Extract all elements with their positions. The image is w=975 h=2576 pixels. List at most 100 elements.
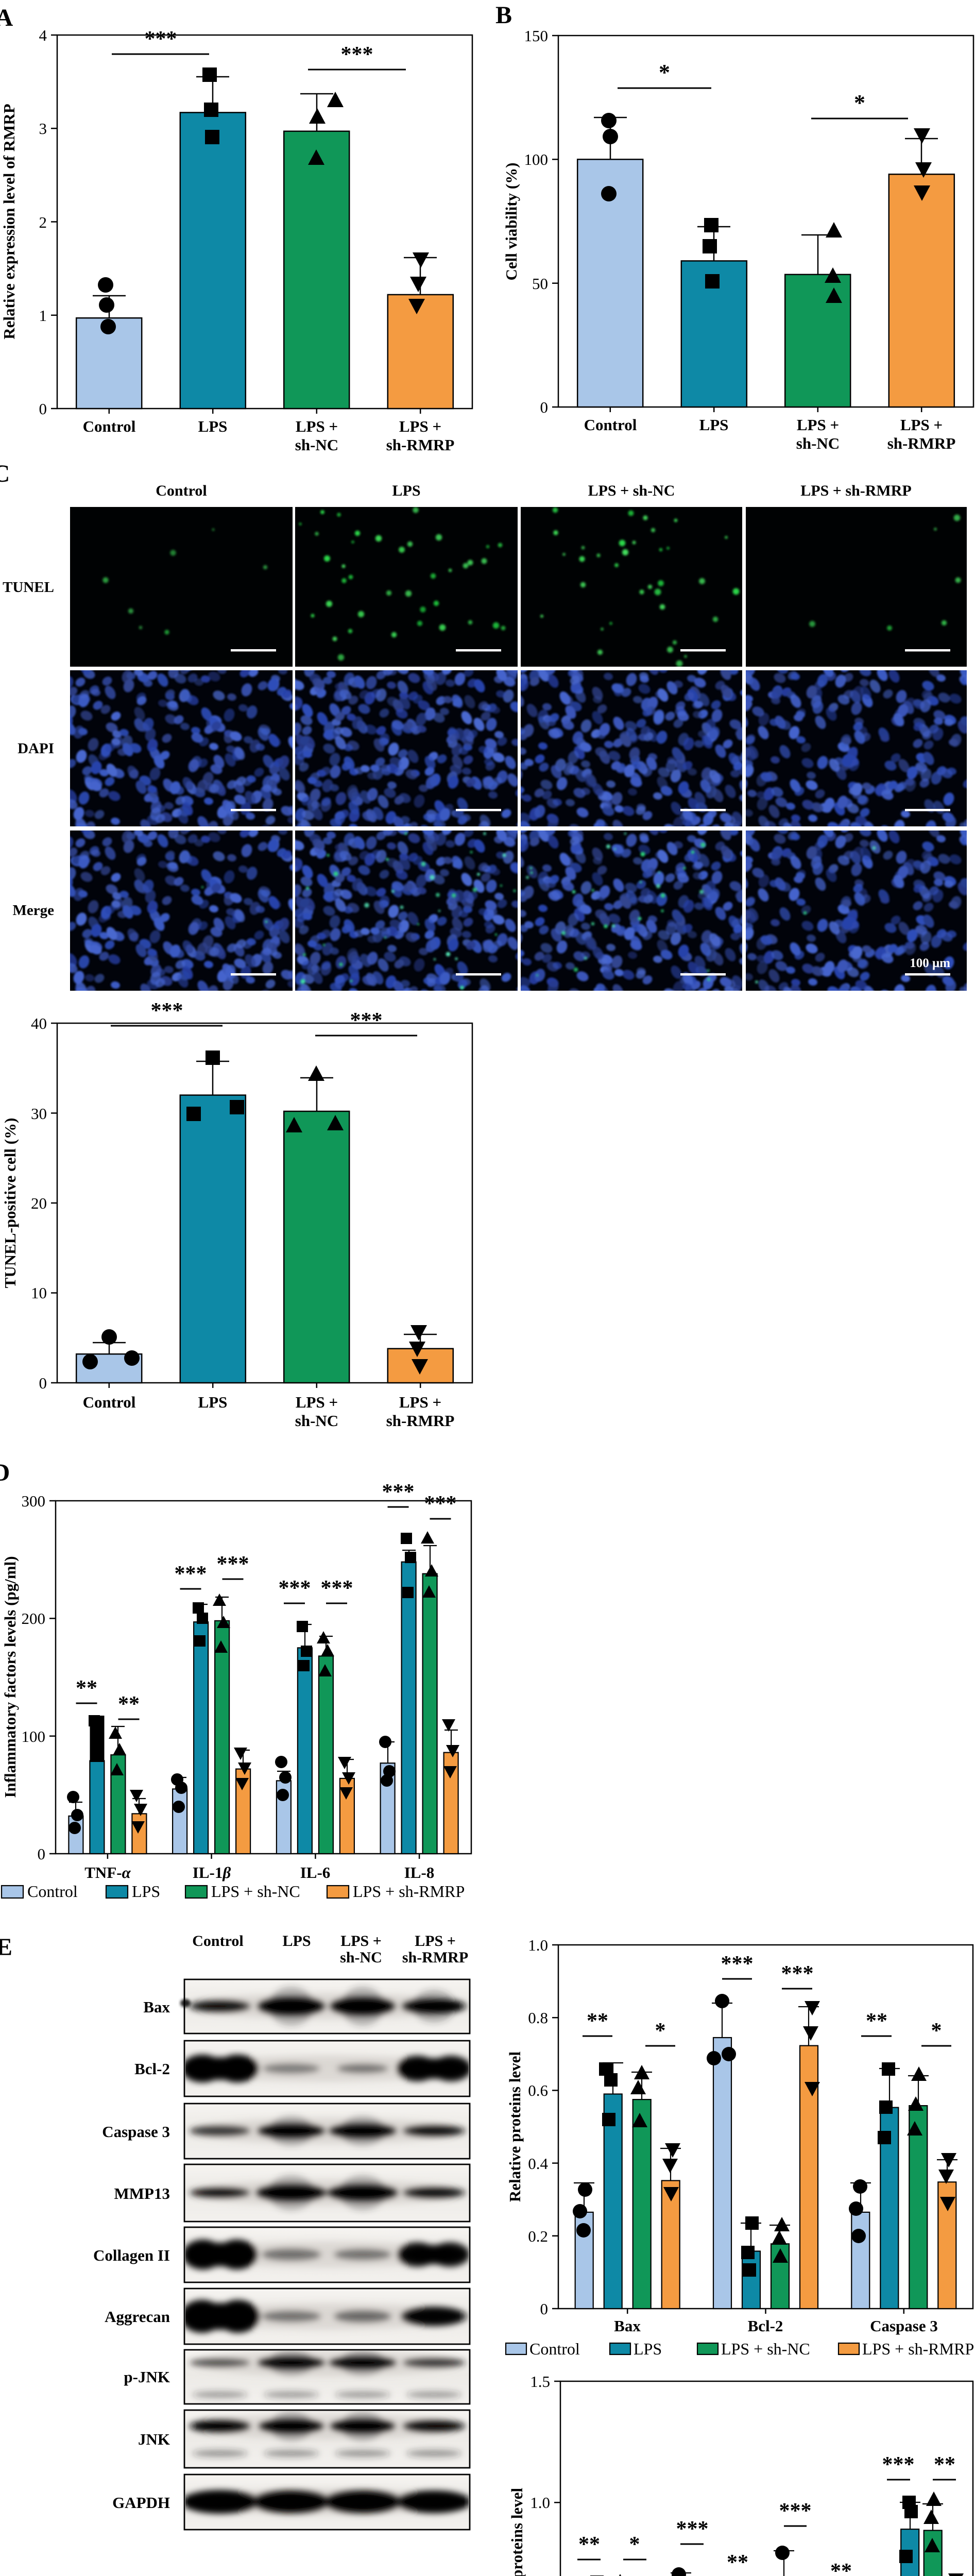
- svg-text:sh-RMRP: sh-RMRP: [402, 1949, 468, 1966]
- svg-text:100: 100: [22, 1727, 46, 1745]
- svg-text:LPS + sh-RMRP: LPS + sh-RMRP: [800, 482, 911, 499]
- svg-text:Merge: Merge: [13, 902, 55, 919]
- svg-text:1.0: 1.0: [528, 1936, 548, 1954]
- svg-text:***: ***: [321, 1577, 353, 1600]
- svg-text:LPS +: LPS +: [340, 1933, 382, 1950]
- svg-text:***: ***: [217, 1552, 249, 1576]
- svg-text:***: ***: [175, 1562, 207, 1586]
- svg-text:***: ***: [779, 2499, 812, 2523]
- svg-text:A: A: [0, 4, 13, 31]
- svg-text:0: 0: [39, 400, 47, 418]
- svg-text:1.5: 1.5: [530, 2372, 550, 2391]
- svg-text:sh-NC: sh-NC: [295, 436, 338, 454]
- svg-text:0: 0: [38, 1845, 46, 1863]
- svg-text:TUNEL-positive cell (%): TUNEL-positive cell (%): [1, 1118, 19, 1289]
- svg-text:1.0: 1.0: [530, 2494, 550, 2512]
- svg-text:3: 3: [39, 120, 47, 138]
- svg-text:40: 40: [31, 1014, 47, 1032]
- svg-text:0: 0: [540, 398, 549, 416]
- svg-text:20: 20: [31, 1194, 47, 1212]
- svg-text:*: *: [931, 2019, 942, 2043]
- svg-text:LPS +: LPS +: [399, 417, 441, 435]
- svg-text:Bax: Bax: [143, 1998, 170, 2016]
- svg-text:300: 300: [22, 1492, 46, 1510]
- svg-text:***: ***: [279, 1577, 311, 1600]
- svg-text:LPS +: LPS +: [296, 417, 338, 435]
- svg-text:**: **: [934, 2453, 955, 2477]
- svg-text:Control: Control: [584, 416, 637, 434]
- svg-text:Relative expression level of R: Relative expression level of RMRP: [0, 104, 18, 339]
- svg-text:***: ***: [151, 999, 183, 1023]
- svg-text:sh-RMRP: sh-RMRP: [887, 434, 956, 452]
- svg-text:TNF-α: TNF-α: [84, 1863, 131, 1882]
- svg-text:**: **: [578, 2533, 600, 2556]
- svg-text:sh-RMRP: sh-RMRP: [386, 1412, 455, 1430]
- svg-text:TUNEL: TUNEL: [3, 579, 54, 596]
- svg-text:Cell viability (%): Cell viability (%): [502, 162, 520, 280]
- svg-text:**: **: [866, 2009, 887, 2033]
- svg-text:***: ***: [145, 27, 177, 51]
- svg-text:Relative proteins level: Relative proteins level: [506, 2052, 524, 2202]
- svg-text:LPS: LPS: [198, 1393, 228, 1411]
- svg-text:JNK: JNK: [138, 2430, 170, 2448]
- svg-text:LPS: LPS: [282, 1933, 311, 1950]
- svg-text:*: *: [629, 2533, 640, 2556]
- svg-text:Control: Control: [156, 482, 207, 499]
- svg-text:LPS: LPS: [634, 2340, 662, 2358]
- svg-text:**: **: [118, 1692, 140, 1716]
- svg-text:Bax: Bax: [614, 2317, 641, 2335]
- svg-text:Control: Control: [529, 2340, 580, 2358]
- svg-text:***: ***: [350, 1009, 383, 1032]
- svg-text:***: ***: [676, 2517, 709, 2541]
- svg-text:Control: Control: [27, 1882, 78, 1901]
- svg-text:10: 10: [31, 1284, 47, 1302]
- svg-text:***: ***: [882, 2453, 915, 2477]
- svg-text:*: *: [659, 60, 670, 85]
- svg-text:LPS +: LPS +: [797, 416, 839, 434]
- svg-text:LPS + sh-RMRP: LPS + sh-RMRP: [862, 2340, 974, 2358]
- svg-text:100 μm: 100 μm: [910, 956, 950, 970]
- svg-text:30: 30: [31, 1105, 47, 1123]
- svg-text:LPS + sh-RMRP: LPS + sh-RMRP: [353, 1882, 465, 1901]
- svg-text:E: E: [0, 1934, 12, 1961]
- svg-text:Aggrecan: Aggrecan: [105, 2308, 170, 2326]
- svg-text:LPS +: LPS +: [296, 1393, 338, 1411]
- svg-text:LPS + sh-NC: LPS + sh-NC: [588, 482, 675, 499]
- svg-text:Caspase 3: Caspase 3: [870, 2317, 938, 2335]
- svg-text:*: *: [854, 90, 865, 115]
- svg-text:MMP13: MMP13: [114, 2184, 170, 2202]
- svg-text:***: ***: [341, 43, 373, 66]
- svg-text:GAPDH: GAPDH: [112, 2494, 170, 2512]
- svg-text:LPS: LPS: [392, 482, 420, 499]
- svg-text:LPS: LPS: [198, 417, 228, 435]
- svg-text:**: **: [830, 2560, 852, 2576]
- svg-text:LPS + sh-NC: LPS + sh-NC: [211, 1882, 300, 1901]
- svg-text:LPS: LPS: [699, 416, 729, 434]
- svg-text:1: 1: [39, 307, 47, 325]
- svg-text:50: 50: [532, 275, 548, 293]
- svg-text:sh-NC: sh-NC: [796, 434, 840, 452]
- svg-text:Collagen II: Collagen II: [93, 2246, 170, 2264]
- svg-text:p-JNK: p-JNK: [124, 2368, 170, 2386]
- svg-text:B: B: [495, 2, 512, 29]
- svg-text:150: 150: [524, 27, 549, 45]
- svg-text:LPS +: LPS +: [415, 1933, 456, 1950]
- svg-text:Caspase 3: Caspase 3: [102, 2123, 170, 2141]
- svg-text:C: C: [0, 460, 10, 487]
- svg-text:***: ***: [424, 1492, 457, 1516]
- svg-text:sh-NC: sh-NC: [295, 1412, 338, 1430]
- svg-text:Bcl-2: Bcl-2: [748, 2317, 783, 2335]
- svg-text:Inflammatory factors levels (p: Inflammatory factors levels (pg/ml): [1, 1556, 19, 1798]
- svg-text:0.4: 0.4: [528, 2155, 548, 2173]
- svg-text:0: 0: [39, 1374, 47, 1392]
- svg-text:***: ***: [721, 1952, 754, 1976]
- svg-text:0.2: 0.2: [528, 2227, 548, 2245]
- svg-text:Control: Control: [83, 417, 136, 435]
- svg-text:***: ***: [382, 1480, 415, 1504]
- svg-text:4: 4: [39, 26, 47, 44]
- svg-text:sh-RMRP: sh-RMRP: [386, 436, 455, 454]
- svg-text:LPS + sh-NC: LPS + sh-NC: [721, 2340, 810, 2358]
- svg-text:DAPI: DAPI: [18, 740, 54, 757]
- svg-text:*: *: [655, 2019, 666, 2043]
- svg-text:IL-1β: IL-1β: [193, 1863, 231, 1882]
